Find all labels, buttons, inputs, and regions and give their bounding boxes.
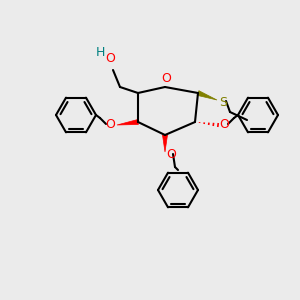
Polygon shape [117, 119, 138, 125]
Text: S: S [219, 97, 227, 110]
Text: O: O [219, 118, 229, 130]
Text: O: O [166, 148, 176, 161]
Text: O: O [161, 73, 171, 85]
Text: H: H [95, 46, 105, 59]
Text: O: O [105, 118, 115, 130]
Text: O: O [105, 52, 115, 65]
Polygon shape [197, 91, 217, 100]
Polygon shape [163, 135, 167, 152]
